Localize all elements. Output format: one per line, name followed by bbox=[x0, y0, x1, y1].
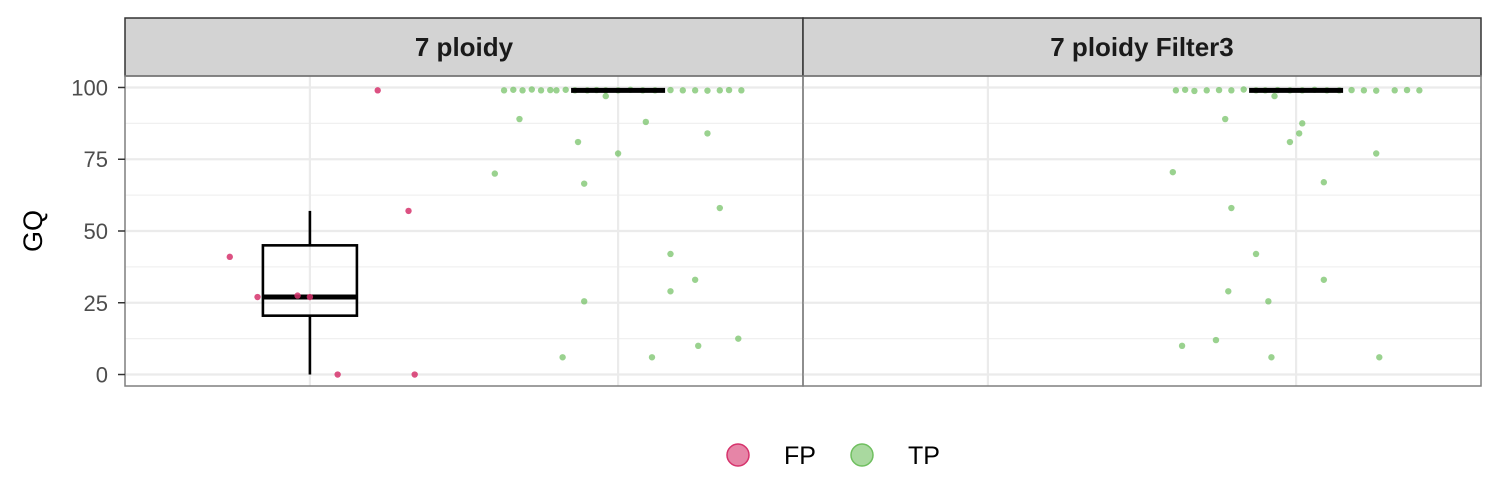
tp-point bbox=[1320, 179, 1328, 186]
tp-point bbox=[1299, 120, 1306, 127]
tp-point bbox=[667, 86, 674, 94]
tp-point bbox=[1376, 354, 1383, 361]
tp-point bbox=[679, 87, 687, 94]
tp-point bbox=[716, 204, 723, 212]
tp-point bbox=[667, 250, 674, 258]
fp-point bbox=[405, 207, 412, 215]
legend-label-fp: FP bbox=[784, 442, 816, 470]
tp-point bbox=[1373, 87, 1380, 94]
y-tick-label: 100 bbox=[71, 75, 108, 100]
legend-label-tp: TP bbox=[908, 442, 940, 470]
tp-point bbox=[559, 354, 566, 361]
tp-point bbox=[491, 170, 499, 177]
y-tick-label: 0 bbox=[96, 363, 108, 388]
tp-point bbox=[1178, 342, 1186, 350]
y-axis-title: GQ bbox=[18, 210, 48, 252]
tp-point bbox=[648, 354, 656, 361]
tp-point bbox=[1295, 130, 1303, 137]
facet-strip-title: 7 ploidy Filter3 bbox=[1050, 32, 1234, 62]
y-tick-label: 75 bbox=[84, 147, 108, 172]
facet-strip-title: 7 ploidy bbox=[415, 32, 514, 62]
tp-point bbox=[1403, 86, 1411, 94]
tp-point bbox=[516, 115, 523, 123]
tp-point bbox=[1252, 250, 1260, 258]
tp-point bbox=[1286, 138, 1294, 146]
tp-point bbox=[1373, 150, 1380, 157]
tp-point bbox=[1265, 298, 1272, 305]
tp-point bbox=[1222, 115, 1229, 123]
fp-point bbox=[411, 371, 418, 378]
tp-point bbox=[1215, 86, 1223, 94]
y-tick-label: 25 bbox=[84, 291, 108, 316]
tp-point bbox=[602, 92, 609, 100]
tp-point bbox=[691, 87, 699, 94]
tp-point bbox=[500, 87, 508, 94]
tp-point bbox=[614, 150, 622, 157]
box-iqr bbox=[261, 244, 359, 317]
fp-point bbox=[226, 253, 233, 261]
legend-key-tp bbox=[850, 443, 874, 467]
tp-point bbox=[695, 342, 702, 350]
fp-point bbox=[294, 292, 301, 299]
tp-point bbox=[1348, 86, 1355, 94]
tp-point bbox=[1360, 87, 1368, 94]
tp-point bbox=[1228, 87, 1235, 94]
tp-point bbox=[547, 86, 554, 94]
tp-point bbox=[704, 130, 711, 137]
y-tick-label: 50 bbox=[84, 219, 108, 244]
tp-point bbox=[562, 86, 569, 93]
tp-point bbox=[716, 87, 723, 94]
tp-point bbox=[642, 118, 650, 126]
tp-point bbox=[574, 138, 582, 146]
tp-point bbox=[1228, 204, 1235, 212]
tp-point bbox=[1203, 87, 1210, 94]
tp-point bbox=[1271, 92, 1278, 100]
tp-point bbox=[519, 87, 526, 94]
tp-point bbox=[1169, 168, 1177, 176]
tp-point bbox=[725, 86, 733, 94]
tp-point bbox=[1181, 86, 1189, 93]
fp-point bbox=[374, 87, 381, 94]
tp-point bbox=[1391, 87, 1398, 94]
legend-key-fp bbox=[726, 443, 750, 467]
tp-point bbox=[510, 86, 517, 93]
tp-point bbox=[1212, 336, 1220, 344]
tp-point bbox=[1225, 288, 1232, 295]
tp-point bbox=[738, 87, 745, 94]
fp-point bbox=[334, 371, 341, 378]
facet-strip bbox=[124, 17, 804, 77]
tp-point bbox=[691, 276, 699, 283]
tp-point bbox=[1191, 87, 1198, 95]
facet-panel-1: 7 ploidy bbox=[124, 17, 804, 387]
tp-point bbox=[528, 86, 535, 93]
tp-point bbox=[1268, 354, 1275, 361]
fp-point bbox=[254, 293, 261, 301]
panel-border bbox=[802, 75, 1482, 387]
facet-panel-2: 7 ploidy Filter3 bbox=[802, 17, 1482, 387]
tp-point bbox=[667, 288, 674, 295]
tp-point bbox=[1240, 86, 1247, 93]
tp-point bbox=[580, 298, 588, 305]
tp-point bbox=[580, 180, 588, 187]
tp-point bbox=[1320, 276, 1328, 283]
tp-point bbox=[735, 335, 742, 342]
tp-point bbox=[553, 87, 560, 94]
tp-point bbox=[1416, 87, 1423, 94]
tp-point bbox=[1172, 87, 1180, 94]
tp-point bbox=[537, 87, 545, 94]
fp-point bbox=[306, 293, 314, 301]
tp-point bbox=[704, 87, 711, 94]
